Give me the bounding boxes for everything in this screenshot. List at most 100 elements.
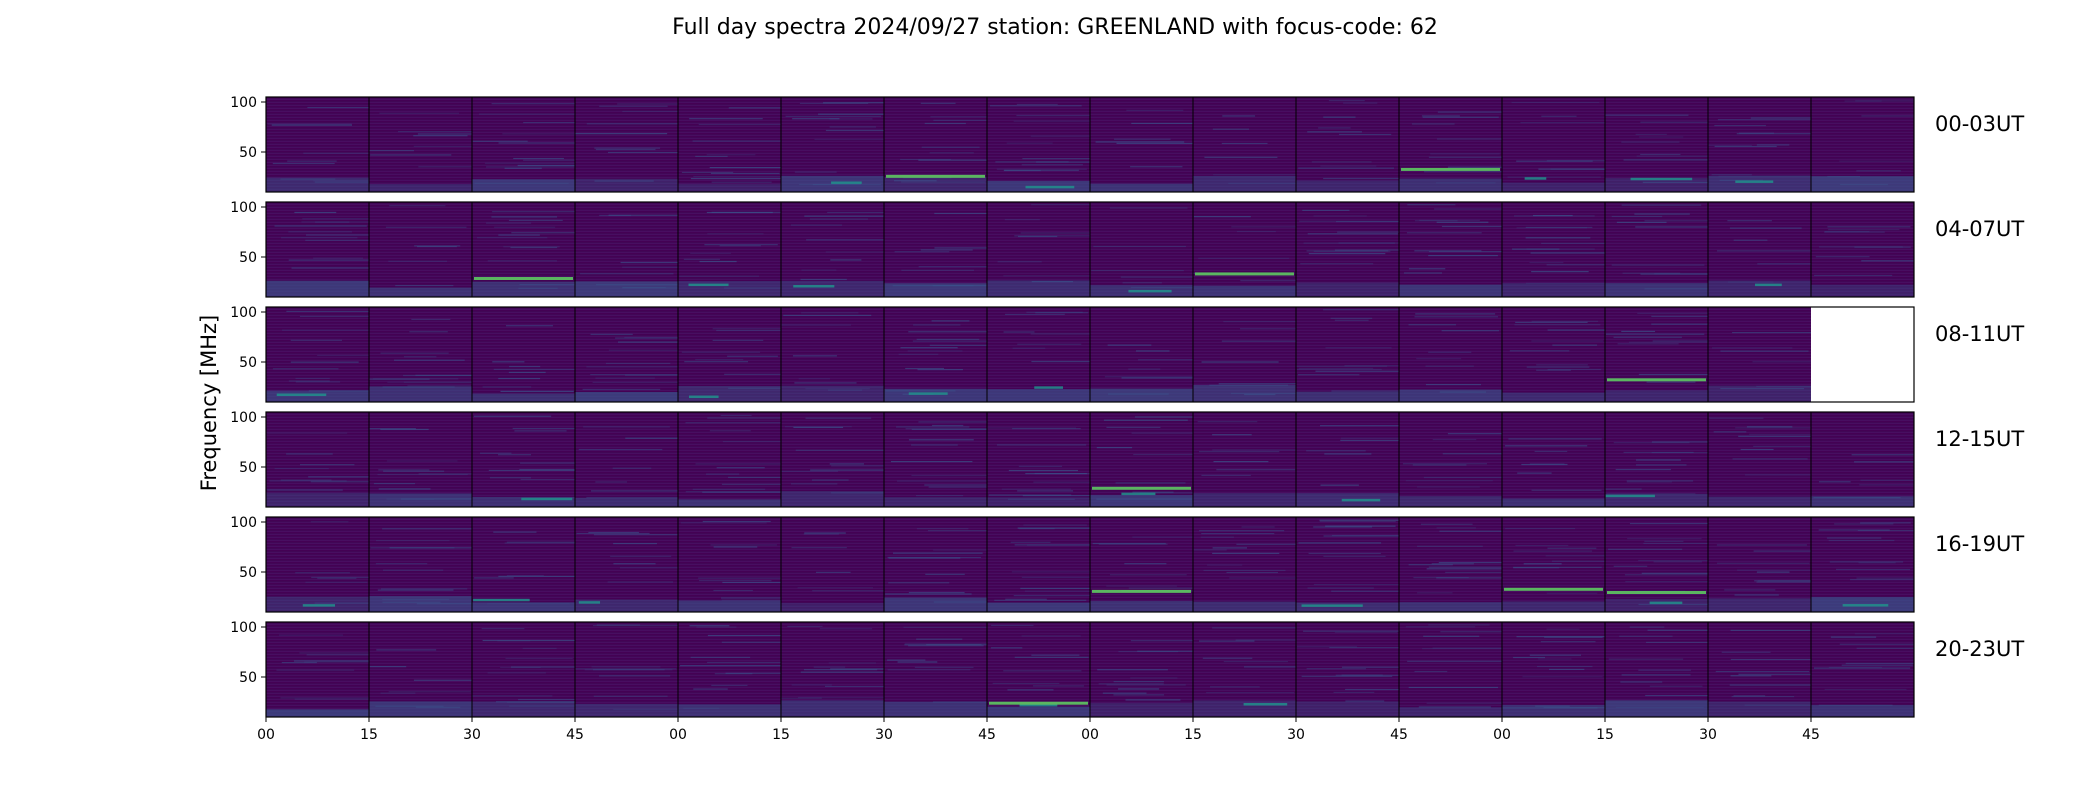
spectral-line xyxy=(1306,668,1366,670)
spectrum-panel xyxy=(883,412,987,507)
spectral-line xyxy=(473,415,552,417)
spectral-line xyxy=(1339,133,1392,136)
spectrum-panel xyxy=(1604,307,1708,402)
spectrum-panel xyxy=(1707,412,1811,507)
spectral-line xyxy=(1133,453,1193,456)
low-frequency-band xyxy=(884,597,987,612)
spectral-line xyxy=(1649,685,1703,687)
y-tick-label: 100 xyxy=(230,410,257,426)
panel-texture xyxy=(987,622,1090,717)
spectral-line xyxy=(314,602,369,604)
spectral-line xyxy=(679,275,760,277)
spectral-line xyxy=(925,573,965,575)
spectral-line xyxy=(1540,641,1596,643)
burst-line xyxy=(688,283,729,287)
spectral-line xyxy=(376,649,437,651)
spectral-line xyxy=(1216,469,1296,471)
spectral-line xyxy=(934,247,987,249)
x-tick-label: 00 xyxy=(1081,727,1099,743)
spectral-line xyxy=(272,368,339,370)
spectral-line xyxy=(1613,565,1648,567)
spectral-line xyxy=(1095,141,1185,143)
spectral-line xyxy=(712,339,764,341)
low-frequency-band xyxy=(678,385,781,402)
burst-line xyxy=(1605,494,1655,498)
low-frequency-band xyxy=(1502,705,1605,717)
spectral-line xyxy=(1546,628,1580,630)
spectral-line xyxy=(827,211,884,214)
spectral-line xyxy=(1617,343,1679,345)
spectral-line xyxy=(1016,103,1058,106)
low-frequency-band xyxy=(987,389,1090,402)
spectral-line xyxy=(593,695,668,697)
spectral-line xyxy=(1307,233,1398,235)
spectral-line xyxy=(1545,555,1605,557)
x-tick-label: 30 xyxy=(875,727,893,743)
spectral-line xyxy=(1445,571,1502,574)
spectral-line xyxy=(1513,215,1595,217)
spectral-line xyxy=(1197,421,1258,423)
low-frequency-band xyxy=(369,386,472,402)
spectral-line xyxy=(1017,490,1074,492)
spectral-line xyxy=(1546,264,1605,266)
spectral-line xyxy=(1622,272,1681,274)
spectral-line xyxy=(1531,489,1602,491)
spectrum-panel xyxy=(368,622,472,717)
y-tick-label: 100 xyxy=(230,95,257,111)
spectral-line xyxy=(583,426,670,428)
spectra-row: 100 50 16-19UT xyxy=(230,515,2024,613)
low-frequency-band xyxy=(678,183,781,192)
spectral-line xyxy=(1235,639,1296,641)
spectral-line xyxy=(1003,275,1090,277)
spectrum-panel xyxy=(1501,622,1605,717)
spectral-line xyxy=(784,426,852,428)
low-frequency-band xyxy=(575,599,678,612)
spectral-line xyxy=(313,180,369,182)
spectral-line xyxy=(1436,527,1476,529)
spectral-line xyxy=(317,577,357,579)
spectral-line xyxy=(478,113,575,115)
x-tick-label: 15 xyxy=(772,727,790,743)
panel-texture xyxy=(1090,202,1193,297)
spectral-line xyxy=(505,657,573,660)
spectral-line xyxy=(495,701,575,703)
spectral-line xyxy=(1746,426,1793,428)
spectral-line xyxy=(622,266,678,268)
spectral-line xyxy=(493,531,537,533)
row-frame xyxy=(265,96,1915,193)
low-frequency-band xyxy=(266,280,369,297)
spectral-line xyxy=(791,547,847,549)
panel-texture xyxy=(987,412,1090,507)
spectral-line xyxy=(920,249,973,251)
x-tick-label: 00 xyxy=(1493,727,1511,743)
spectral-line xyxy=(1414,316,1499,318)
spectral-line xyxy=(418,473,472,475)
panel-texture xyxy=(1090,517,1193,612)
spectral-line xyxy=(1243,666,1296,668)
spectral-line xyxy=(1132,491,1174,493)
spectrum-panel xyxy=(1192,307,1296,402)
spectral-line xyxy=(908,331,987,333)
low-frequency-band xyxy=(1399,178,1502,192)
spectral-line xyxy=(894,251,950,253)
spectral-line xyxy=(282,329,369,331)
spectral-line xyxy=(719,245,761,247)
spectral-line xyxy=(1425,365,1474,367)
spectral-line xyxy=(1017,235,1058,238)
burst-line xyxy=(302,604,336,607)
spectral-line xyxy=(921,146,980,148)
spectral-line xyxy=(269,480,347,482)
spectrum-panel xyxy=(1192,517,1296,612)
spectral-line xyxy=(1323,535,1399,537)
low-frequency-band xyxy=(884,497,987,507)
low-frequency-band xyxy=(1708,496,1811,507)
low-frequency-band xyxy=(1605,390,1708,402)
panel-texture xyxy=(472,622,575,717)
spectral-line xyxy=(1730,629,1811,632)
spectral-line xyxy=(295,572,350,574)
low-frequency-band xyxy=(1193,175,1296,192)
spectral-line xyxy=(607,581,674,583)
burst-line xyxy=(793,285,835,288)
spectral-line xyxy=(1529,261,1564,264)
